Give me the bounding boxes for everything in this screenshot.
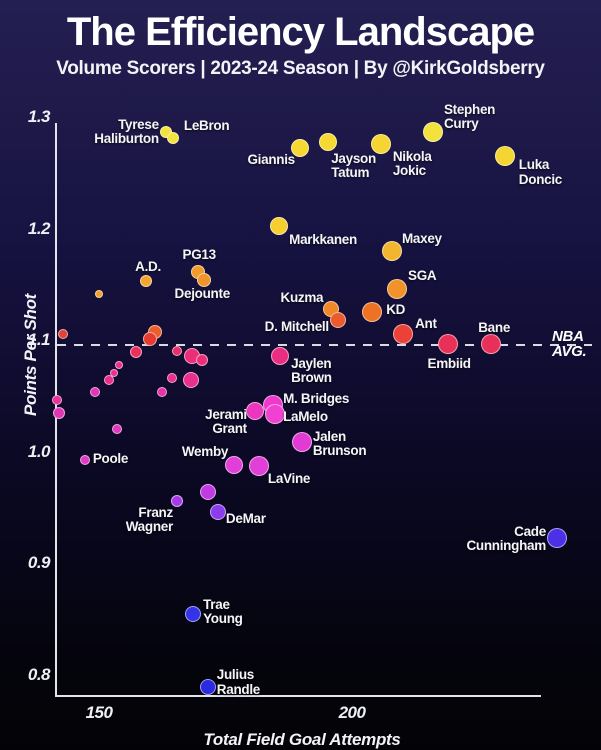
- data-point-lebron: [166, 132, 179, 145]
- point-label-cade-cunningham: Cade Cunningham: [466, 523, 546, 554]
- point-label-maxey: Maxey: [401, 230, 442, 246]
- point-label-trae-young: Trae Young: [203, 596, 243, 627]
- y-tick-label: 1.1: [27, 330, 51, 350]
- data-point-kd: [362, 302, 383, 323]
- point-label-d-mitchell: D. Mitchell: [264, 319, 330, 335]
- data-point-dejounte: [197, 272, 212, 287]
- nba-average-label-line1: NBA: [552, 327, 584, 345]
- data-point-jerami-grant: [245, 401, 264, 420]
- data-point-nikola-jokic: [370, 133, 391, 154]
- data-point-poole: [79, 454, 90, 465]
- point-label-jerami-grant: Jerami Grant: [205, 406, 247, 436]
- point-label-embiid: Embiid: [427, 355, 472, 371]
- point-label-markkanen: Markkanen: [289, 232, 357, 248]
- point-label-julius-randle: Julius Randle: [216, 667, 261, 697]
- point-label-stephen-curry: Stephen Curry: [443, 101, 496, 131]
- data-point-unlabeled: [110, 368, 119, 377]
- data-point-wemby: [225, 456, 244, 475]
- point-label-tyrese-haliburton: Tyrese Haliburton: [94, 116, 159, 146]
- data-point-unlabeled: [115, 360, 124, 369]
- data-point-unlabeled: [129, 346, 142, 359]
- data-point-markkanen: [270, 217, 289, 236]
- data-point-unlabeled: [53, 406, 66, 419]
- nba-average-dashed-line: [57, 343, 592, 346]
- point-label-jayson-tatum: Jayson Tatum: [331, 150, 376, 181]
- y-tick-label: 0.9: [27, 553, 51, 573]
- point-label-wemby: Wemby: [181, 444, 229, 460]
- point-label-nikola-jokic: Nikola Jokic: [392, 148, 432, 179]
- data-point-bane: [481, 333, 502, 354]
- data-point-unlabeled: [104, 375, 115, 386]
- y-tick-label: 1.3: [27, 107, 51, 126]
- point-label-a-d-: A.D.: [135, 259, 161, 275]
- data-point-a-d-: [140, 275, 153, 288]
- x-axis-title: Total Field Goal Attempts: [203, 730, 401, 749]
- chart-header: The Efficiency Landscape Volume Scorers …: [0, 8, 601, 80]
- data-point-unlabeled: [196, 354, 209, 367]
- data-point-luka-doncic: [494, 146, 515, 167]
- point-label-giannis: Giannis: [247, 152, 295, 168]
- data-point-julius-randle: [199, 679, 216, 696]
- point-label-jaylen-brown: Jaylen Brown: [291, 355, 332, 386]
- data-point-maxey: [381, 240, 402, 261]
- data-point-lamelo: [265, 403, 286, 424]
- data-point-d-mitchell: [329, 312, 346, 329]
- chart-subtitle: Volume Scorers | 2023-24 Season | By @Ki…: [56, 58, 545, 79]
- x-tick-label: 200: [338, 703, 366, 722]
- point-label-kuzma: Kuzma: [280, 289, 324, 305]
- data-point-jaylen-brown: [271, 346, 290, 365]
- data-point-unlabeled: [58, 328, 69, 339]
- data-point-lavine: [248, 456, 269, 477]
- point-label-dejounte: Dejounte: [174, 285, 231, 301]
- nba-average-label: NBA AVG.: [552, 327, 587, 360]
- data-point-unlabeled: [171, 346, 182, 357]
- point-label-jalen-brunson: Jalen Brunson: [312, 428, 367, 459]
- point-label-kd: KD: [386, 302, 406, 318]
- data-point-unlabeled: [52, 395, 62, 406]
- data-point-stephen-curry: [422, 121, 443, 142]
- data-point-unlabeled: [199, 483, 216, 500]
- data-point-jayson-tatum: [319, 132, 338, 151]
- data-point-franz-wagner: [170, 494, 183, 507]
- data-point-giannis: [290, 139, 309, 158]
- point-label-lebron: LeBron: [183, 118, 230, 134]
- point-label-ant: Ant: [415, 315, 437, 331]
- data-point-embiid: [438, 333, 459, 354]
- data-point-unlabeled: [89, 386, 100, 397]
- y-tick-label: 1.2: [27, 218, 51, 238]
- data-point-cade-cunningham: [546, 527, 567, 548]
- data-point-ant: [393, 323, 414, 344]
- x-axis-line: [55, 695, 541, 697]
- data-point-jalen-brunson: [291, 431, 312, 452]
- point-label-lamelo: LaMelo: [283, 408, 328, 424]
- data-point-unlabeled: [112, 424, 123, 435]
- chart-title: The Efficiency Landscape: [66, 10, 535, 54]
- point-label-demar: DeMar: [225, 511, 266, 527]
- data-point-unlabeled: [143, 332, 158, 347]
- point-label-sga: SGA: [408, 267, 437, 283]
- point-label-pg13: PG13: [182, 247, 217, 263]
- data-point-unlabeled: [183, 372, 200, 389]
- y-axis-title: Points Per Shot: [21, 293, 40, 417]
- data-point-demar: [209, 504, 226, 521]
- point-label-poole: Poole: [92, 450, 129, 466]
- point-label-bane: Bane: [478, 319, 511, 335]
- data-point-unlabeled: [166, 373, 177, 384]
- y-tick-label: 0.8: [27, 665, 51, 684]
- data-point-unlabeled: [95, 290, 103, 299]
- point-label-m-bridges: M. Bridges: [283, 390, 350, 406]
- point-label-luka-doncic: Luka Doncic: [518, 157, 563, 187]
- nba-average-label-line2: AVG.: [552, 342, 587, 360]
- data-point-sga: [387, 278, 408, 299]
- data-point-trae-young: [185, 605, 202, 622]
- y-tick-label: 1.0: [27, 441, 51, 461]
- point-label-lavine: LaVine: [267, 471, 311, 487]
- point-label-franz-wagner: Franz Wagner: [125, 504, 174, 535]
- data-point-unlabeled: [157, 386, 168, 397]
- x-tick-label: 150: [85, 703, 113, 722]
